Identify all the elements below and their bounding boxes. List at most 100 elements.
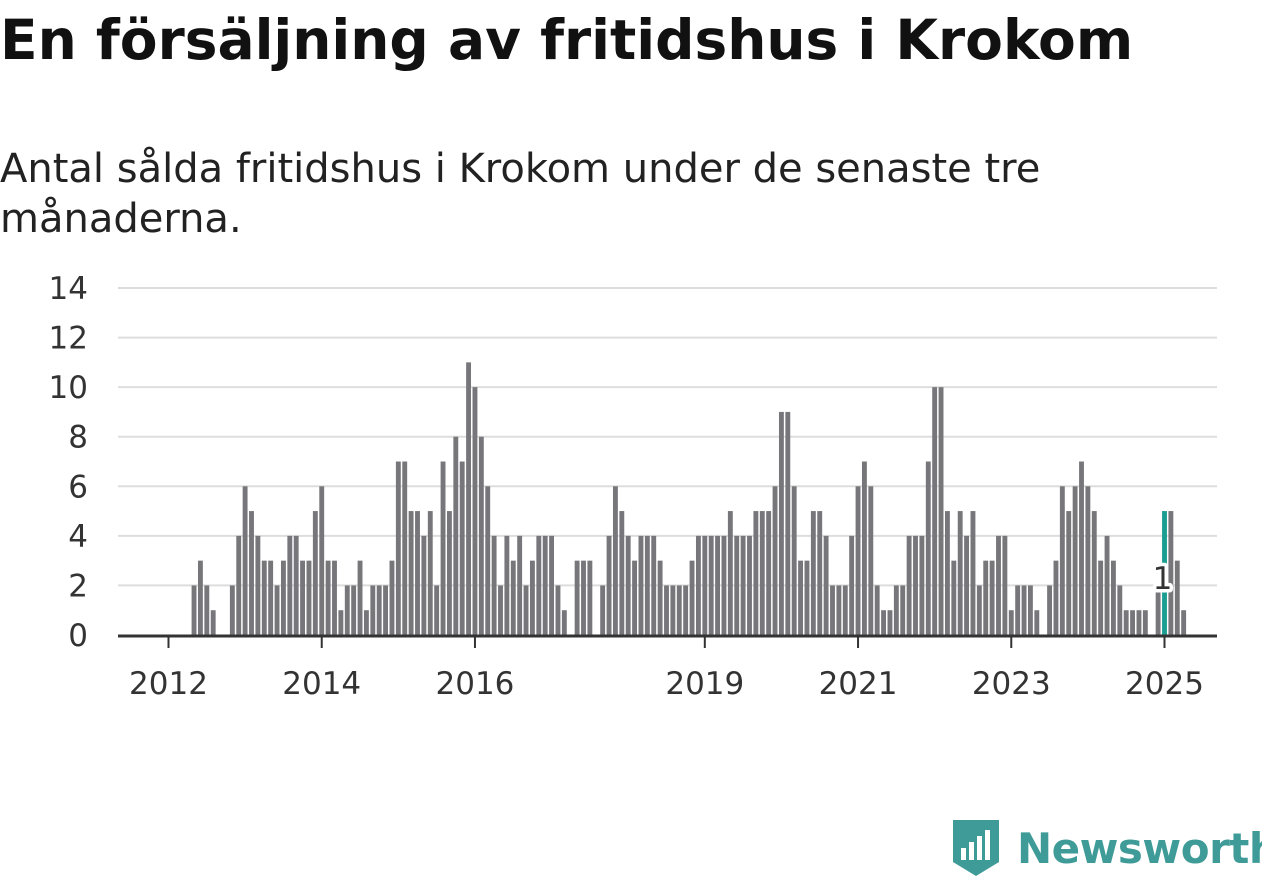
bar: [881, 610, 887, 635]
bar: [804, 560, 810, 635]
bar: [581, 560, 586, 635]
bar: [842, 585, 848, 635]
bar: [1181, 610, 1187, 635]
bar: [555, 585, 561, 635]
x-tick-label: 2021: [819, 666, 898, 702]
bar: [491, 535, 497, 635]
bar: [332, 560, 337, 635]
bar: [197, 560, 203, 635]
bar: [868, 486, 874, 635]
x-tick-label: 2019: [665, 666, 744, 702]
bar: [312, 511, 318, 635]
bar: [664, 585, 669, 635]
bar: [542, 535, 548, 635]
bar: [734, 535, 740, 635]
brand-name: Newsworthy: [1017, 823, 1262, 873]
bar: [427, 511, 433, 635]
bar: [625, 535, 631, 635]
bar: [1130, 610, 1136, 635]
bar: [817, 511, 823, 635]
bar: [1015, 585, 1021, 635]
bar: [1174, 560, 1180, 635]
bar: [1142, 610, 1148, 635]
bar: [970, 511, 976, 635]
x-tick-label: 2016: [436, 666, 515, 702]
bar: [727, 511, 733, 635]
bar: [606, 535, 612, 635]
bar: [715, 535, 721, 635]
bar: [766, 511, 772, 635]
bar: [529, 560, 535, 635]
bar: [459, 461, 465, 635]
bar: [478, 436, 484, 635]
bar: [1021, 585, 1027, 635]
bar: [1136, 610, 1142, 635]
bar: [319, 486, 325, 635]
bar: [1091, 511, 1097, 635]
bar: [1066, 511, 1072, 635]
bar: [778, 411, 784, 635]
newsworthy-brand[interactable]: Newsworthy: [951, 818, 1262, 878]
bar: [989, 560, 995, 635]
highlight-bar: [1162, 511, 1167, 635]
bar: [657, 560, 663, 635]
bar: [1072, 486, 1078, 635]
bar: [383, 585, 389, 635]
bar: [587, 560, 593, 635]
bar: [670, 585, 676, 635]
bar: [753, 511, 759, 635]
newsworthy-logo-icon: [953, 820, 999, 876]
y-tick-label: 4: [68, 519, 88, 555]
chart-title: En försäljning av fritidshus i Krokom: [0, 8, 1134, 72]
bar: [932, 387, 938, 635]
bar: [740, 535, 746, 635]
x-tick-label: 2012: [129, 666, 208, 702]
bar: [357, 560, 363, 635]
bar: [759, 511, 765, 635]
bar: [523, 585, 529, 635]
bar: [925, 461, 931, 635]
bar: [855, 486, 861, 635]
y-tick-label: 10: [49, 370, 88, 406]
bar: [370, 585, 376, 635]
bar: [600, 585, 606, 635]
bar: [1110, 560, 1116, 635]
bar: [229, 585, 235, 635]
bar: [242, 486, 248, 635]
y-tick-label: 8: [68, 420, 88, 456]
bar: [1079, 461, 1084, 635]
bar: [344, 585, 350, 635]
bar: [1008, 610, 1014, 635]
bar: [887, 610, 893, 635]
bar: [619, 511, 625, 635]
bar: [1047, 585, 1053, 635]
bar: [964, 535, 970, 635]
bar: [900, 585, 906, 635]
bar: [823, 535, 829, 635]
y-tick-label: 2: [68, 568, 88, 604]
bar: [893, 585, 899, 635]
bar: [695, 535, 701, 635]
bar: [1155, 585, 1161, 635]
bar: [708, 535, 714, 635]
bar: [440, 461, 446, 635]
bar: [306, 560, 312, 635]
bar: [472, 387, 478, 635]
bar: [415, 511, 420, 635]
bar: [1027, 585, 1033, 635]
bar: [249, 511, 254, 635]
bar: [944, 511, 950, 635]
bar: [300, 560, 306, 635]
bar: [261, 560, 267, 635]
bar: [785, 411, 791, 635]
bar: [287, 535, 293, 635]
bar: [676, 585, 682, 635]
y-tick-label: 0: [68, 618, 88, 654]
bar: [280, 560, 286, 635]
x-tick-label: 2014: [282, 666, 361, 702]
bar-chart: 0 2 4 6 8 10 12 14 2012 2014 2016 2019 2021 2023 2025 1: [49, 271, 1217, 702]
bar: [351, 585, 357, 635]
y-tick-label: 14: [49, 271, 88, 307]
bar: [255, 535, 261, 635]
bar: [517, 535, 523, 635]
